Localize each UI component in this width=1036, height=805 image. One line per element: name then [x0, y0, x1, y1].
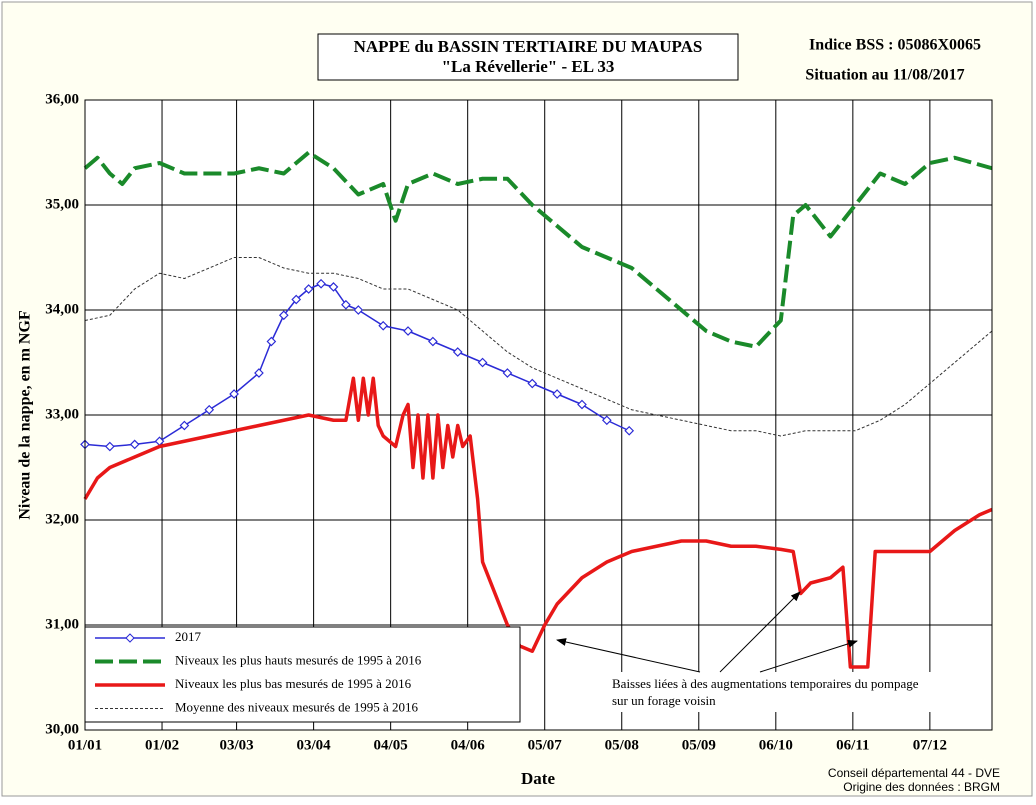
note-bg [612, 672, 962, 712]
x-tick-label: 07/12 [913, 737, 947, 753]
arrow [556, 638, 701, 673]
point [303, 284, 314, 294]
x-tick-label: 05/07 [528, 737, 563, 753]
x-tick-label: 01/01 [68, 737, 102, 753]
point [527, 378, 538, 389]
point [266, 336, 277, 347]
point [254, 368, 264, 378]
y-tick-label: 33,00 [45, 406, 79, 422]
point [403, 326, 413, 336]
x-tick-label: 03/03 [219, 737, 253, 753]
credit: Conseil départemental 44 - DVE [828, 766, 1000, 780]
point [502, 368, 513, 378]
annotation: Baisses liées à des augmentations tempor… [612, 676, 919, 691]
annotation: Indice BSS : 05086X0065 [809, 37, 981, 54]
point [378, 320, 389, 331]
point [179, 420, 190, 431]
point [353, 305, 364, 315]
point [601, 415, 612, 426]
x-tick-label: 06/11 [836, 737, 869, 753]
annotation: sur un forage voisin [612, 693, 716, 708]
legend-marker [125, 633, 135, 643]
legend-label: 2017 [175, 629, 202, 644]
series-line [84, 257, 993, 437]
y-tick-label: 34,00 [45, 301, 79, 317]
point [291, 294, 302, 305]
x-tick-label: 05/08 [605, 737, 639, 753]
x-axis-label: Date [521, 769, 555, 788]
series-line [83, 376, 993, 669]
point [452, 347, 463, 357]
legend [84, 626, 521, 723]
point [428, 336, 438, 347]
point [341, 299, 351, 310]
credit: Origine des données : BRGM [843, 780, 1000, 794]
arrow [759, 639, 858, 673]
y-tick-label: 35,00 [45, 196, 79, 212]
y-tick-label: 30,00 [45, 721, 79, 737]
legend-label: Moyenne des niveaux mesurés de 1995 à 20… [175, 699, 418, 714]
x-tick-label: 04/05 [374, 737, 408, 753]
y-tick-label: 36,00 [45, 91, 79, 107]
y-tick-label: 32,00 [45, 511, 79, 527]
x-tick-label: 05/09 [682, 737, 716, 753]
title-box [317, 33, 739, 81]
point [624, 425, 635, 436]
plot-border [84, 99, 993, 731]
point [477, 357, 488, 368]
point [105, 441, 115, 452]
legend-label: Niveaux les plus bas mesurés de 1995 à 2… [175, 676, 412, 691]
point [129, 439, 140, 450]
annotation: Situation au 11/08/2017 [805, 67, 964, 84]
point [229, 389, 239, 399]
chart-title: NAPPE du BASSIN TERTIAIRE DU MAUPAS [354, 37, 703, 56]
point [577, 399, 587, 410]
point [552, 389, 562, 399]
point [328, 282, 339, 292]
arrow [719, 591, 801, 673]
y-axis-label: Niveau de la nappe, en m NGF [17, 310, 34, 520]
x-tick-label: 01/02 [145, 737, 179, 753]
point [316, 278, 326, 289]
x-tick-label: 04/06 [451, 737, 486, 753]
chart-subtitle: "La Révellerie" - EL 33 [442, 57, 615, 76]
point [278, 310, 289, 321]
x-tick-label: 06/10 [759, 737, 793, 753]
series-line [83, 150, 993, 349]
legend-label: Niveaux les plus hauts mesurés de 1995 à… [175, 652, 422, 667]
x-tick-label: 03/04 [297, 737, 332, 753]
point [204, 404, 215, 415]
y-tick-label: 31,00 [45, 616, 79, 632]
